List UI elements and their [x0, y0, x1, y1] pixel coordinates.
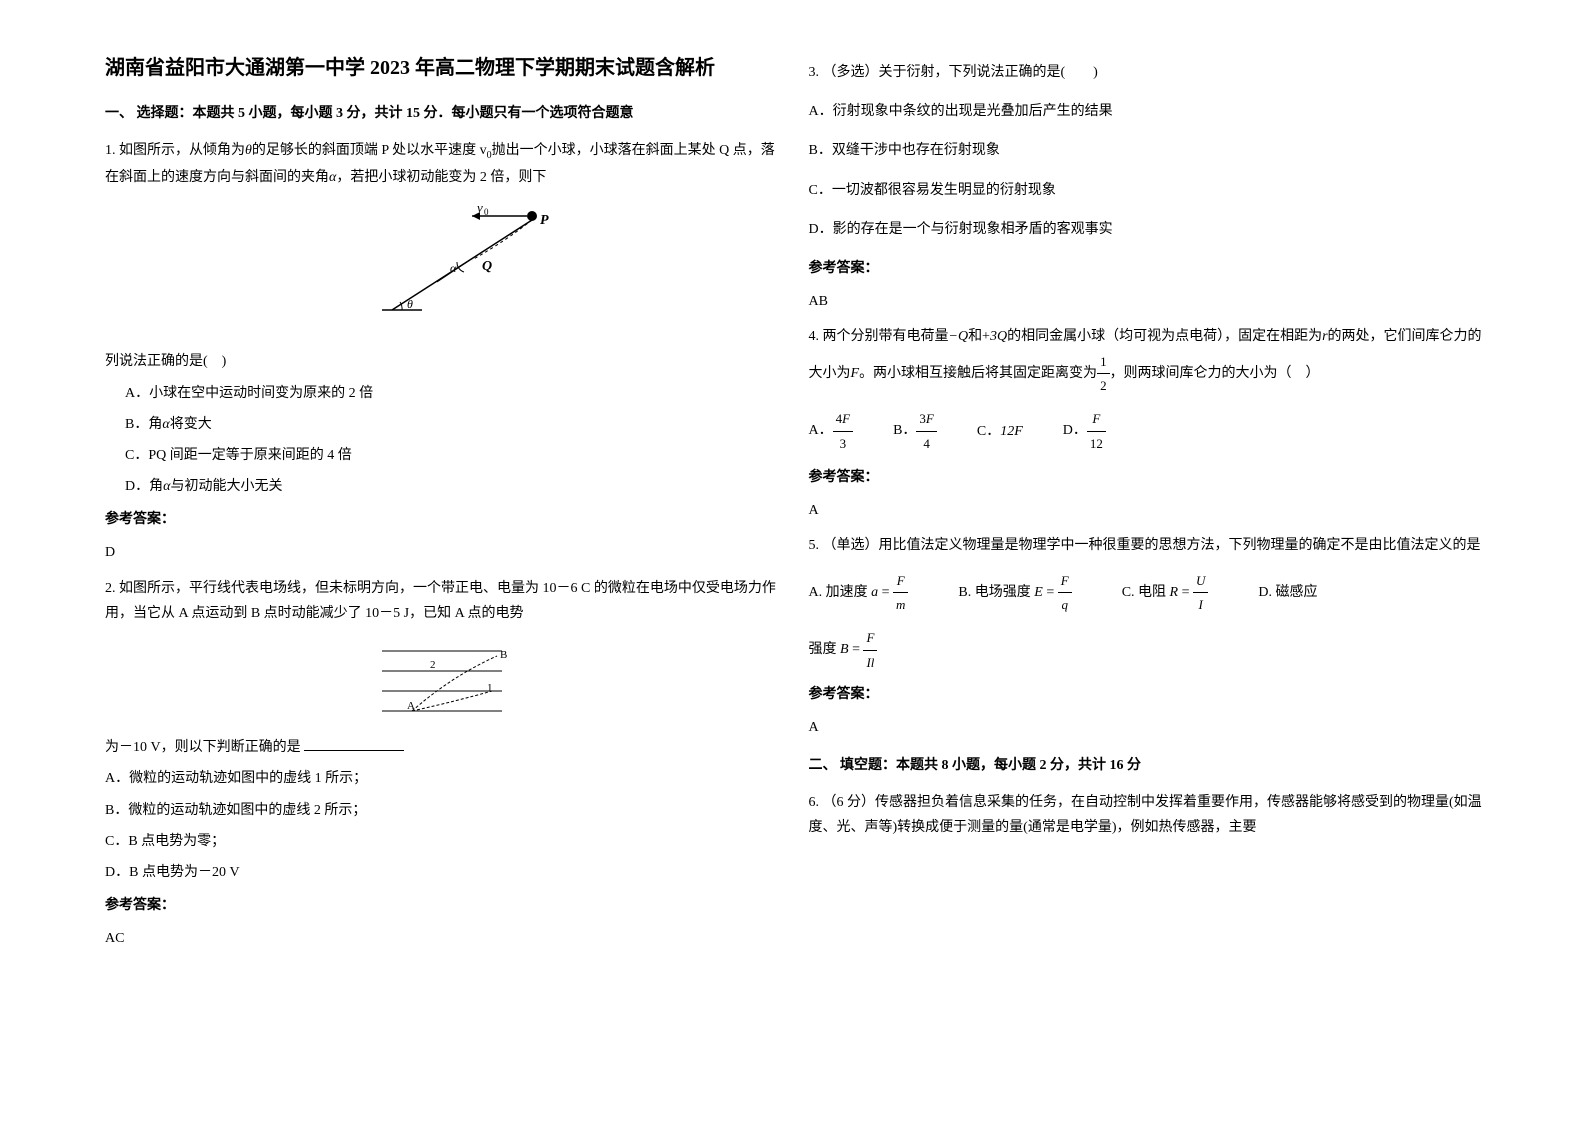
question-5: 5. （单选）用比值法定义物理量是物理学中一种很重要的思想方法，下列物理量的确定…	[809, 533, 1483, 558]
answer-label-5: 参考答案：	[809, 682, 1483, 707]
q4-answer: A	[809, 498, 1483, 523]
frac-half: 12	[1097, 350, 1110, 398]
svg-text:B: B	[500, 649, 507, 661]
q4-opt-a: A．4F3	[809, 407, 854, 455]
alpha-2: α	[162, 417, 169, 432]
left-column: 湖南省益阳市大通湖第一中学 2023 年高二物理下学期期末试题含解析 一、 选择…	[90, 50, 794, 1072]
q5-optb-label: B. 电场强度	[958, 585, 1030, 600]
q5-opt-a: A. 加速度 a = Fm	[809, 569, 909, 617]
q2-option-c: C．B 点电势为零；	[105, 829, 779, 854]
three-q-symbol: 3Q	[990, 329, 1007, 344]
q5-opt-d: D. 磁感应	[1258, 580, 1317, 605]
q4-optc-val: 12F	[1000, 424, 1023, 439]
q4-optb-label: B．	[893, 423, 916, 438]
q4-options: A．4F3 B．3F4 C．12F D．F12	[809, 407, 1483, 455]
q1-option-a: A．小球在空中运动时间变为原来的 2 倍	[105, 381, 779, 406]
q4-stem-e: 。两小球相互接触后将其固定距离变为	[859, 366, 1097, 381]
q4-opt-b: B．3F4	[893, 407, 937, 455]
q1-stem-b: 的足够长的斜面顶端 P 处以水平速度 v	[252, 143, 487, 158]
frac-fq: Fq	[1058, 569, 1072, 617]
answer-label-2: 参考答案：	[105, 893, 779, 918]
frac-fm: Fm	[893, 569, 908, 617]
q3-option-d: D．影的存在是一个与衍射现象相矛盾的客观事实	[809, 217, 1483, 242]
q4-stem-b: 和+	[968, 329, 990, 344]
q2-answer: AC	[105, 926, 779, 951]
q1-answer: D	[105, 540, 779, 565]
q3-option-b: B．双缝干涉中也存在衍射现象	[809, 138, 1483, 163]
q4-optd-label: D．	[1063, 423, 1087, 438]
frac-3f4: 3F4	[916, 407, 936, 455]
q5-optc-label: C. 电阻	[1122, 585, 1166, 600]
q1-option-b: B．角α将变大	[105, 412, 779, 437]
frac-4f3: 4F3	[833, 407, 853, 455]
svg-text:0: 0	[484, 207, 489, 217]
q1-optb-a: B．角	[125, 417, 162, 432]
svg-text:P: P	[540, 213, 549, 228]
q5-opt-c: C. 电阻 R = UI	[1122, 569, 1209, 617]
q2-option-d: D．B 点电势为－20 V	[105, 860, 779, 885]
frac-ui: UI	[1193, 569, 1208, 617]
blank-line	[304, 750, 404, 751]
svg-text:Q: Q	[482, 259, 492, 274]
frac-fil: FIl	[863, 626, 877, 674]
q3-answer: AB	[809, 289, 1483, 314]
answer-label-4: 参考答案：	[809, 465, 1483, 490]
q5-opt-b: B. 电场强度 E = Fq	[958, 569, 1071, 617]
q4-stem-f: ，则两球间库仑力的大小为（ ）	[1110, 366, 1320, 381]
q2-option-b: B．微粒的运动轨迹如图中的虚线 2 所示；	[105, 798, 779, 823]
q1-figure: θ P v 0 Q α	[105, 200, 779, 339]
neg-q-symbol: −Q	[949, 329, 969, 344]
question-3: 3. （多选）关于衍射，下列说法正确的是( )	[809, 60, 1483, 85]
q1-optd-b: 与初动能大小无关	[170, 479, 282, 494]
right-column: 3. （多选）关于衍射，下列说法正确的是( ) A．衍射现象中条纹的出现是光叠加…	[794, 50, 1498, 1072]
question-2: 2. 如图所示，平行线代表电场线，但未标明方向，一个带正电、电量为 10－6 C…	[105, 576, 779, 626]
q5-optd-cont: 强度 B = FIl	[809, 626, 1483, 674]
section-2-header: 二、 填空题：本题共 8 小题，每小题 2 分，共计 16 分	[809, 753, 1483, 778]
q4-stem-c: 的相同金属小球（均可视为点电荷），固定在相距为	[1007, 329, 1322, 344]
q5-answer: A	[809, 715, 1483, 740]
answer-label-1: 参考答案：	[105, 507, 779, 532]
q1-option-d: D．角α与初动能大小无关	[105, 474, 779, 499]
svg-text:1: 1	[487, 682, 493, 694]
q4-opta-label: A．	[809, 423, 833, 438]
q2-figure: A B 2 1	[105, 636, 779, 725]
exam-title: 湖南省益阳市大通湖第一中学 2023 年高二物理下学期期末试题含解析	[105, 50, 779, 86]
q1-stem-d: ，若把小球初动能变为 2 倍，则下	[336, 170, 546, 185]
question-6: 6. （6 分）传感器担负着信息采集的任务，在自动控制中发挥着重要作用，传感器能…	[809, 790, 1483, 840]
q5-optd-cont-text: 强度	[809, 643, 837, 658]
answer-label-3: 参考答案：	[809, 256, 1483, 281]
q2-stem-end-text: 为－10 V，则以下判断正确的是	[105, 740, 301, 755]
q1-stem-end: 列说法正确的是( )	[105, 354, 226, 369]
svg-text:θ: θ	[407, 297, 413, 311]
q5-options-line1: A. 加速度 a = Fm B. 电场强度 E = Fq C. 电阻 R = U…	[809, 569, 1483, 617]
svg-text:2: 2	[430, 659, 436, 671]
q4-opt-d: D．F12	[1063, 407, 1106, 455]
frac-f12: F12	[1087, 407, 1106, 455]
q1-optd-a: D．角	[125, 479, 163, 494]
q1-stem-a: 1. 如图所示，从倾角为	[105, 143, 245, 158]
f-symbol: F	[851, 366, 860, 381]
q2-stem: 2. 如图所示，平行线代表电场线，但未标明方向，一个带正电、电量为 10－6 C…	[105, 581, 776, 621]
section-1-header: 一、 选择题：本题共 5 小题，每小题 3 分，共计 15 分．每小题只有一个选…	[105, 101, 779, 126]
svg-text:v: v	[477, 200, 483, 215]
question-4: 4. 两个分别带有电荷量−Q和+3Q的相同金属小球（均可视为点电荷），固定在相距…	[809, 324, 1483, 397]
q3-option-c: C．一切波都很容易发生明显的衍射现象	[809, 178, 1483, 203]
question-1: 1. 如图所示，从倾角为θ的足够长的斜面顶端 P 处以水平速度 v0抛出一个小球…	[105, 138, 779, 190]
svg-text:A: A	[407, 700, 415, 712]
q4-optc-label: C．	[977, 424, 1000, 439]
q1-option-c: C．PQ 间距一定等于原来间距的 4 倍	[105, 443, 779, 468]
q3-option-a: A．衍射现象中条纹的出现是光叠加后产生的结果	[809, 99, 1483, 124]
q2-stem-end: 为－10 V，则以下判断正确的是	[105, 735, 779, 760]
q2-option-a: A．微粒的运动轨迹如图中的虚线 1 所示；	[105, 766, 779, 791]
q4-stem-a: 4. 两个分别带有电荷量	[809, 329, 949, 344]
q1-optb-b: 将变大	[170, 417, 212, 432]
theta-symbol: θ	[245, 143, 252, 158]
q4-opt-c: C．12F	[977, 419, 1023, 444]
q5-opta-label: A. 加速度	[809, 585, 868, 600]
